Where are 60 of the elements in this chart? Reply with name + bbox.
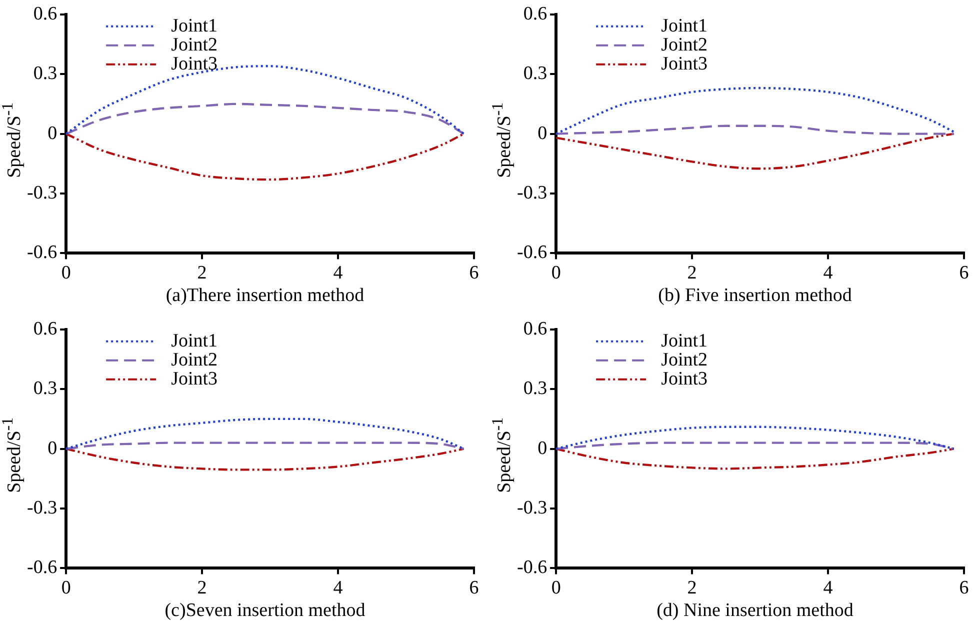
x-tick-label: 2 (687, 578, 697, 599)
line-series (66, 102, 465, 135)
y-tick-label: -0.6 (517, 557, 548, 578)
x-tick-label: 0 (551, 262, 561, 284)
x-tick-label: 2 (197, 578, 207, 599)
y-tick-label: -0.6 (27, 242, 58, 264)
line-series (556, 124, 955, 135)
y-tick-label: -0.6 (27, 557, 58, 578)
x-tick-label: 6 (959, 578, 969, 599)
line-series (66, 448, 465, 471)
line-series (556, 86, 955, 135)
legend-label: Joint2 (661, 34, 708, 56)
y-tick-label: -0.3 (517, 182, 548, 204)
y-tick-label: 0.6 (33, 3, 58, 24)
x-tick-label: 6 (469, 262, 479, 284)
y-tick-label: 0 (48, 122, 58, 144)
legend-label: Joint1 (661, 15, 708, 36)
x-tick-label: 6 (959, 262, 969, 284)
x-tick-label: 6 (469, 578, 479, 599)
legend-label: Joint2 (171, 34, 218, 56)
y-tick-label: 0.3 (523, 378, 548, 400)
line-series (66, 418, 465, 450)
legend-label: Joint3 (661, 53, 708, 74)
x-tick-label: 4 (333, 578, 344, 599)
x-tick-label: 0 (551, 578, 561, 599)
y-tick-label: -0.3 (27, 182, 58, 204)
y-tick-label: 0.3 (523, 63, 548, 84)
legend-label: Joint2 (171, 349, 218, 370)
y-tick-label: 0.3 (33, 378, 58, 400)
y-tick-label: -0.6 (517, 242, 548, 264)
line-series (556, 448, 955, 470)
legend-label: Joint3 (171, 368, 218, 390)
x-axis-title: (b) Five insertion method (657, 285, 853, 307)
x-tick-label: 4 (823, 262, 834, 284)
y-tick-label: -0.3 (517, 497, 548, 518)
line-series (556, 426, 955, 450)
legend-label: Joint1 (171, 15, 218, 36)
x-tick-label: 4 (333, 262, 344, 284)
x-tick-label: 2 (687, 262, 697, 284)
legend-label: Joint2 (661, 349, 708, 370)
legend-label: Joint3 (171, 53, 218, 74)
y-tick-label: 0.6 (523, 3, 548, 24)
x-axis-title: (c)Seven insertion method (164, 600, 366, 622)
x-tick-label: 2 (197, 262, 207, 284)
y-tick-label: -0.3 (27, 497, 58, 518)
x-tick-label: 0 (61, 578, 71, 599)
legend-label: Joint1 (171, 330, 218, 352)
legend-label: Joint3 (661, 368, 708, 390)
x-tick-label: 0 (61, 262, 71, 284)
y-tick-label: 0 (538, 438, 548, 459)
y-tick-label: 0 (48, 438, 58, 459)
x-tick-label: 4 (823, 578, 834, 599)
x-axis-title: (d) Nine insertion method (656, 600, 854, 622)
x-axis-title: (a)There insertion method (164, 285, 366, 307)
y-tick-label: 0 (538, 122, 548, 144)
legend-label: Joint1 (661, 330, 708, 352)
y-tick-label: 0.6 (523, 318, 548, 340)
line-series (66, 132, 465, 181)
y-tick-label: 0.3 (33, 63, 58, 84)
y-tick-label: 0.6 (33, 318, 58, 340)
